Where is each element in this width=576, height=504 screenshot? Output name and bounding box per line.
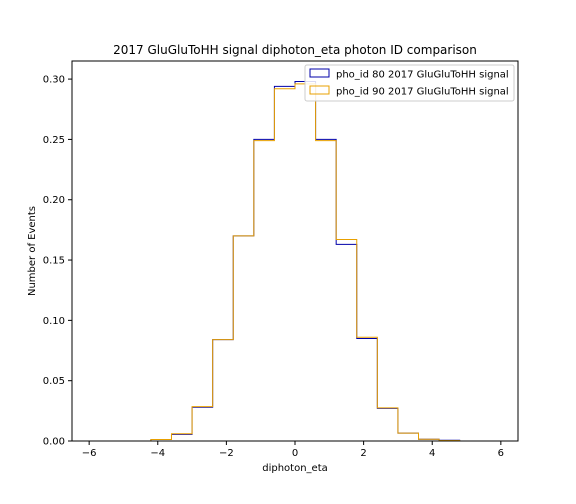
legend-label-pho-id-80: pho_id 80 2017 GluGluToHH signal xyxy=(336,70,509,81)
legend-swatch-pho-id-80 xyxy=(309,68,330,78)
x-tick-label: 4 xyxy=(429,448,435,459)
x-tick-label: −6 xyxy=(82,448,97,459)
x-axis-ticks: −6 −4 −2 0 2 4 6 xyxy=(82,441,504,459)
legend-box xyxy=(304,64,515,102)
x-axis-label: diphoton_eta xyxy=(262,463,328,474)
x-tick-label: 2 xyxy=(360,448,366,459)
y-tick-label: 0.00 xyxy=(43,437,65,448)
y-tick-label: 0.10 xyxy=(43,316,65,327)
series-step-line-1 xyxy=(89,83,501,442)
y-tick-label: 0.05 xyxy=(43,376,65,387)
legend: pho_id 80 2017 GluGluToHH signal pho_id … xyxy=(304,64,515,102)
legend-swatch-pho-id-90 xyxy=(309,85,330,95)
x-tick-label: −2 xyxy=(219,448,234,459)
x-tick-label: 0 xyxy=(292,448,298,459)
y-tick-label: 0.20 xyxy=(43,195,65,206)
x-tick-label: 6 xyxy=(498,448,504,459)
series-layer xyxy=(89,81,501,442)
plot-frame xyxy=(71,60,519,442)
y-tick-label: 0.30 xyxy=(43,75,65,86)
y-axis-label: Number of Events xyxy=(27,206,38,296)
y-tick-label: 0.15 xyxy=(43,256,65,267)
legend-label-pho-id-90: pho_id 90 2017 GluGluToHH signal xyxy=(336,87,509,98)
y-axis-ticks: 0.00 0.05 0.10 0.15 0.20 0.25 0.30 xyxy=(43,75,72,448)
x-tick-label: −4 xyxy=(150,448,165,459)
chart-title: 2017 GluGluToHH signal diphoton_eta phot… xyxy=(113,43,477,57)
y-tick-label: 0.25 xyxy=(43,135,65,146)
